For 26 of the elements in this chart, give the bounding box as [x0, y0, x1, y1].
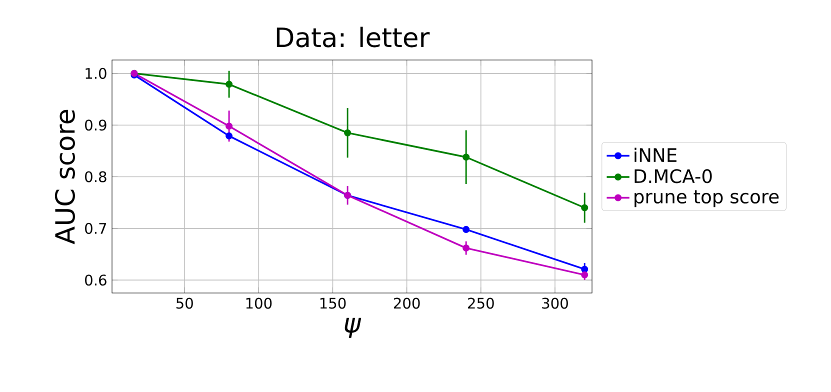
- x-tick-label: 100: [246, 298, 272, 309]
- point: [462, 154, 470, 161]
- point: [226, 80, 233, 88]
- point: [462, 244, 470, 252]
- y-tick-label: 1.0: [86, 68, 106, 79]
- point: [226, 132, 233, 140]
- x-axis-title: ψ: [344, 318, 362, 338]
- x-tick-label: 300: [542, 298, 568, 309]
- y-axis-title: AUC score: [54, 110, 75, 244]
- x-tick-label: 250: [468, 298, 494, 309]
- point: [581, 266, 588, 273]
- x-tick-label: 200: [394, 298, 420, 309]
- legend-label: D.MCA-0: [634, 169, 712, 184]
- y-tick-label: 0.9: [85, 120, 106, 131]
- point: [581, 204, 588, 212]
- point: [344, 129, 352, 136]
- chart-title: Data: letter: [276, 26, 430, 48]
- legend-label: prune top score: [634, 190, 779, 208]
- y-tick-label: 0.7: [85, 222, 106, 234]
- point: [226, 122, 233, 130]
- point: [462, 226, 470, 233]
- y-tick-label: 0.8: [85, 171, 106, 182]
- legend-label: iNNE: [634, 148, 676, 162]
- x-tick-label: 50: [176, 298, 193, 309]
- y-tick-label: 0.6: [85, 274, 106, 286]
- x-tick-label: 150: [320, 298, 346, 309]
